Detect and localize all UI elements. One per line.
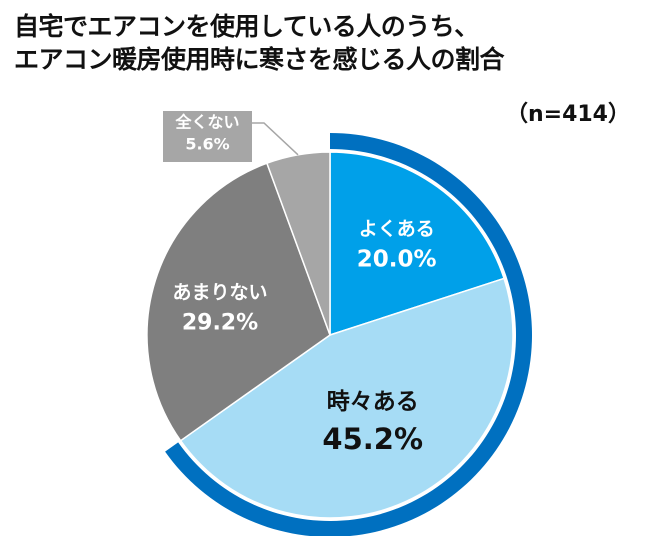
slice-label-2: 時々ある [327,389,419,415]
slice-label-3: あまりない [172,282,267,304]
sample-size: （n=414） [505,102,630,127]
pie-slice-3 [146,162,331,442]
chart-title-line-1: 自宅でエアコンを使用している人のうち、 [14,12,479,41]
slice-value-1: 20.0% [357,246,437,272]
chart-title-line-2: エアコン暖房使用時に寒さを感じる人の割合 [14,45,505,74]
slice-label-4: 全くない [174,113,239,132]
pie-slice-2 [179,277,514,519]
callout-box-4 [163,111,252,162]
callout-leader-4 [252,122,299,156]
slice-value-2: 45.2% [322,422,423,456]
slice-label-1: よくある [359,218,435,240]
chart-title: 自宅でエアコンを使用している人のうち、 エアコン暖房使用時に寒さを感じる人の割合 [14,10,644,76]
pie-slice-1 [329,151,505,336]
slice-value-3: 29.2% [182,311,258,336]
slice-value-4: 5.6% [185,135,229,154]
